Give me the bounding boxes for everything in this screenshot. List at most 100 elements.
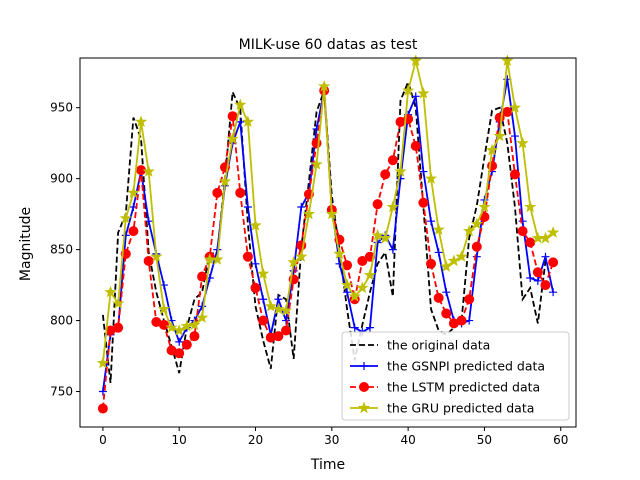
data-point <box>318 79 331 92</box>
data-point <box>119 211 132 224</box>
data-point <box>195 311 209 323</box>
data-point <box>365 323 374 332</box>
data-point <box>424 172 438 184</box>
data-point <box>372 199 383 210</box>
legend-label: the original data <box>387 338 490 353</box>
data-point <box>455 250 468 262</box>
legend-marker <box>360 362 368 370</box>
y-tick-label: 850 <box>50 243 73 257</box>
data-point <box>343 288 352 297</box>
plot-frame <box>79 57 577 428</box>
data-point <box>264 299 277 312</box>
data-point <box>173 324 186 336</box>
data-point <box>279 304 293 316</box>
data-point <box>533 276 542 285</box>
data-point <box>342 260 353 271</box>
data-point <box>174 348 185 359</box>
data-point <box>508 101 522 113</box>
data-point <box>387 155 398 166</box>
data-point <box>478 200 491 213</box>
chart-title: MILK-use 60 datas as test <box>239 37 418 53</box>
data-point <box>464 294 475 305</box>
data-point <box>98 387 107 396</box>
data-point <box>333 247 346 260</box>
data-point <box>143 255 154 266</box>
data-point <box>250 282 261 293</box>
data-point <box>236 117 245 126</box>
y-tick-label: 800 <box>50 314 73 328</box>
data-point <box>501 54 514 67</box>
data-point <box>410 140 421 151</box>
data-point <box>96 356 110 369</box>
data-point <box>440 260 453 272</box>
legend-marker <box>359 382 369 392</box>
data-point <box>287 255 300 268</box>
data-point <box>128 226 139 237</box>
data-point <box>257 267 270 279</box>
data-point <box>447 254 461 267</box>
data-point <box>249 219 262 231</box>
data-point <box>510 132 519 141</box>
data-point <box>302 207 316 220</box>
data-point <box>539 231 552 244</box>
data-point <box>212 187 223 198</box>
data-point <box>235 187 246 198</box>
x-tick-label: 0 <box>99 433 107 447</box>
data-point <box>211 253 224 265</box>
data-point <box>181 339 192 350</box>
data-point <box>432 223 445 235</box>
legend-box <box>341 331 570 421</box>
data-point <box>113 322 124 333</box>
legend-marker <box>357 401 371 414</box>
data-point <box>251 259 260 268</box>
data-point <box>434 248 443 257</box>
data-point <box>241 115 254 128</box>
data-point <box>502 106 513 117</box>
y-tick-label: 950 <box>50 101 73 115</box>
data-point <box>150 250 163 262</box>
data-point <box>525 237 536 248</box>
data-point <box>442 288 451 297</box>
data-point <box>402 84 415 96</box>
legend-label: the GRU predicted data <box>387 401 534 416</box>
data-point <box>426 258 437 269</box>
x-tick-label: 60 <box>553 433 568 447</box>
data-point <box>379 231 392 244</box>
data-point <box>198 302 207 311</box>
x-tick-label: 50 <box>477 433 492 447</box>
y-tick-label: 900 <box>50 172 73 186</box>
data-point <box>441 308 452 319</box>
data-point <box>540 280 551 291</box>
legend: the original data the GSNPI predicted dat… <box>341 331 570 421</box>
data-point <box>396 174 405 183</box>
data-point <box>419 167 428 176</box>
data-point <box>541 252 550 261</box>
axis-ticks: 0 10 20 30 40 50 60 750 800 850 900 950 <box>50 101 568 447</box>
data-point <box>409 54 422 67</box>
data-point <box>242 251 253 262</box>
data-point <box>433 292 444 303</box>
data-point <box>526 273 535 282</box>
y-tick-label: 750 <box>50 385 73 399</box>
data-point <box>158 319 169 330</box>
data-point <box>417 87 430 99</box>
data-point <box>418 197 429 208</box>
data-point <box>532 267 543 278</box>
data-point <box>340 278 354 291</box>
data-point <box>472 252 481 261</box>
data-point <box>282 316 291 325</box>
data-point <box>356 281 369 294</box>
data-point <box>485 143 499 156</box>
data-point <box>516 136 529 149</box>
data-point <box>427 217 436 226</box>
data-point <box>259 295 268 304</box>
data-point <box>394 165 407 177</box>
data-point <box>297 203 306 212</box>
data-point <box>524 200 537 213</box>
data-point <box>348 290 361 302</box>
data-point <box>188 318 201 331</box>
data-point <box>165 321 178 333</box>
data-point <box>243 203 252 212</box>
x-tick-label: 10 <box>172 433 187 447</box>
